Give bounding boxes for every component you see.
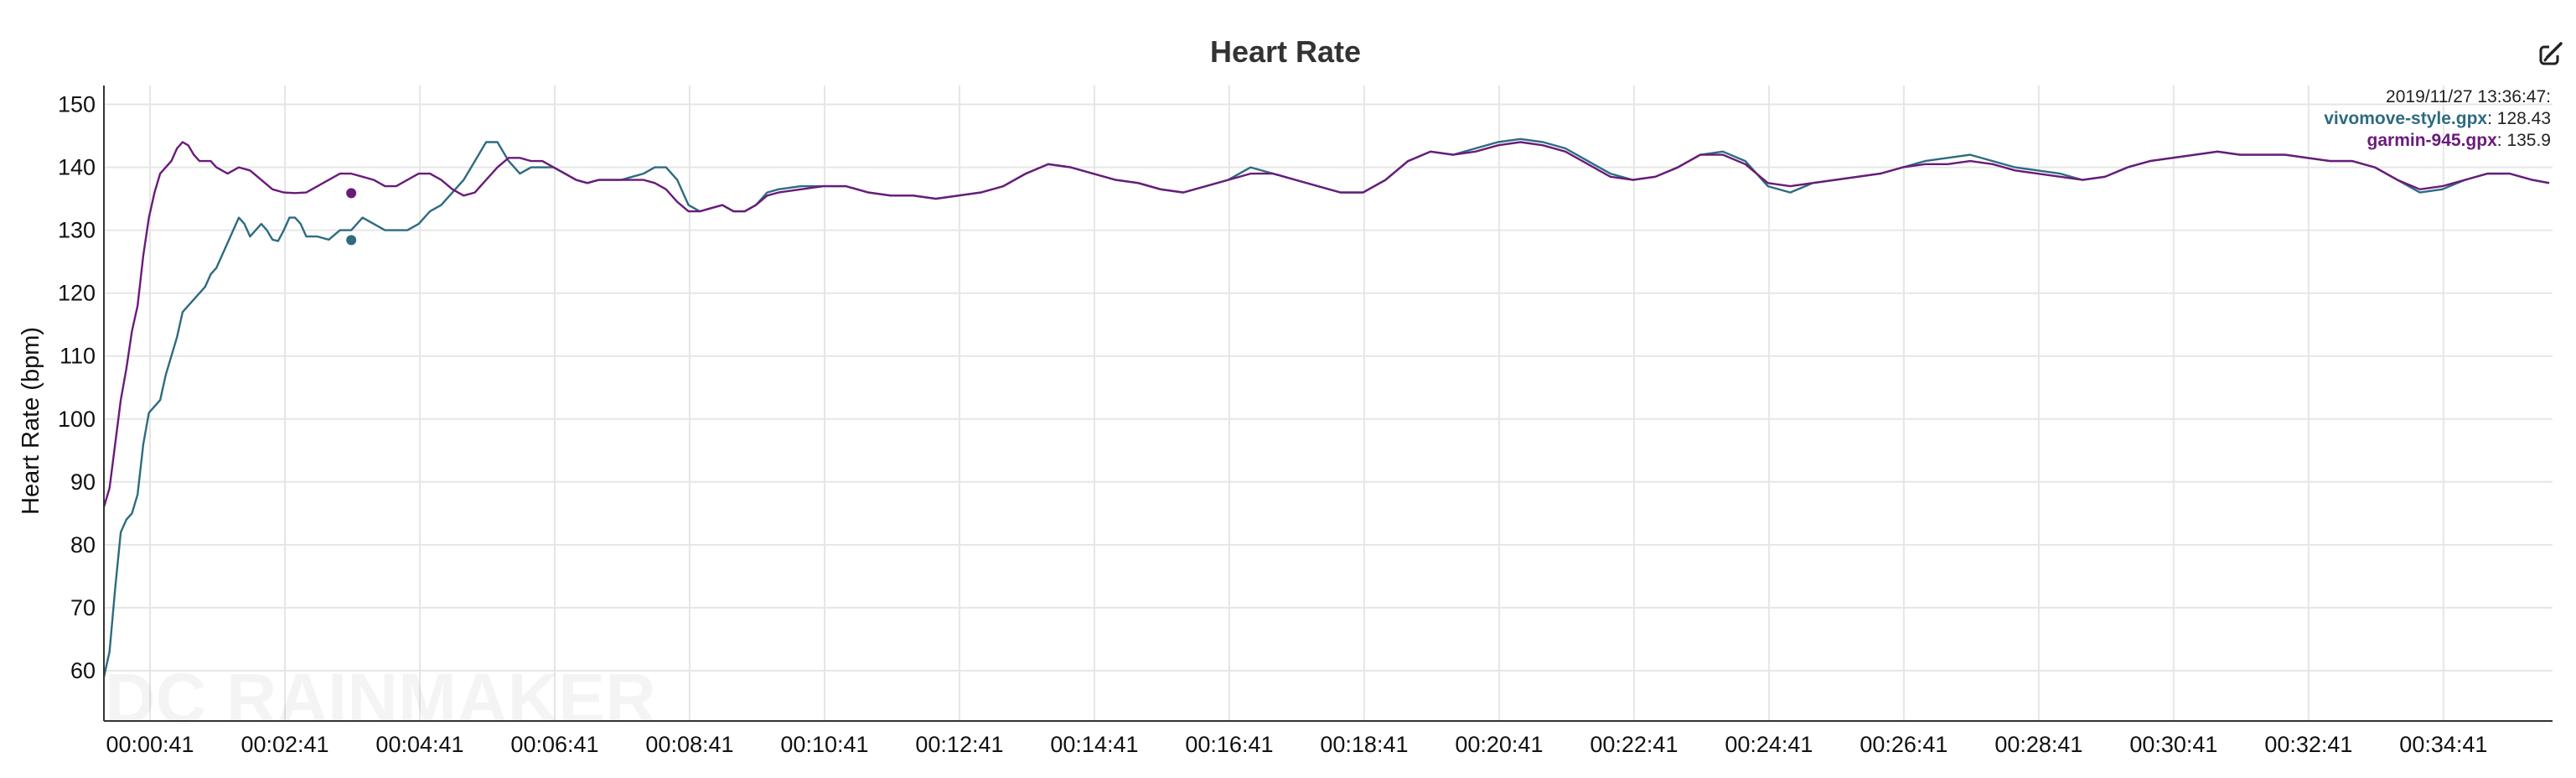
x-tick-label: 00:08:41 xyxy=(645,732,733,757)
x-tick-label: 00:20:41 xyxy=(1455,732,1543,757)
y-tick-label: 100 xyxy=(58,407,96,432)
x-tick-label: 00:34:41 xyxy=(2399,732,2487,757)
x-tick-label: 00:22:41 xyxy=(1590,732,1678,757)
series-layer[interactable] xyxy=(102,137,2550,677)
hover-markers xyxy=(346,188,357,246)
y-tick-label: 120 xyxy=(58,281,96,306)
legend-hover-time: 2019/11/27 13:36:47: xyxy=(2386,87,2551,106)
x-tick-label: 00:12:41 xyxy=(915,732,1003,757)
series-line-0 xyxy=(102,137,2550,677)
watermark: DC RAINMAKER xyxy=(105,659,656,738)
y-tick-label: 60 xyxy=(70,658,96,683)
x-tick-label: 00:04:41 xyxy=(375,732,463,757)
legend-series-value: 135.9 xyxy=(2506,131,2551,150)
y-tick-label: 140 xyxy=(58,155,96,180)
legend-entry-vivomove: vivomove-style.gpx: 128.43 xyxy=(2324,109,2551,128)
x-tick-label: 00:14:41 xyxy=(1050,732,1138,757)
x-gridlines xyxy=(149,86,2444,721)
legend-separator: : xyxy=(2487,109,2497,128)
y-gridlines xyxy=(104,103,2553,672)
x-tick-label: 00:24:41 xyxy=(1725,732,1813,757)
x-tick-label: 00:00:41 xyxy=(106,732,194,757)
legend-separator: : xyxy=(2497,131,2507,150)
y-tick-label: 130 xyxy=(58,218,96,243)
hover-point-0 xyxy=(346,235,357,246)
y-tick-label: 80 xyxy=(70,532,96,558)
x-tick-label: 00:16:41 xyxy=(1185,732,1273,757)
y-tick-label: 70 xyxy=(70,595,96,620)
chart-title: Heart Rate xyxy=(1210,34,1361,69)
series-line-1 xyxy=(102,141,2550,508)
y-tick-label: 150 xyxy=(58,92,96,117)
x-tick-label: 00:32:41 xyxy=(2264,732,2352,757)
legend-series-value: 128.43 xyxy=(2497,109,2551,128)
x-tick-labels: 00:00:41 00:02:41 00:04:41 00:06:41 00:08:41… xyxy=(106,732,2487,757)
legend-series-name: vivomove-style.gpx xyxy=(2324,109,2487,128)
y-tick-label: 90 xyxy=(70,469,96,495)
y-tick-labels: 60 70 80 90 100 110 120 130 140 150 xyxy=(58,92,96,683)
hover-point-1 xyxy=(346,188,357,199)
legend-entry-garmin: garmin-945.gpx: 135.9 xyxy=(2367,131,2551,150)
legend-series-name: garmin-945.gpx xyxy=(2367,131,2498,150)
x-tick-label: 00:10:41 xyxy=(780,732,868,757)
x-tick-label: 00:18:41 xyxy=(1320,732,1408,757)
x-tick-label: 00:06:41 xyxy=(510,732,598,757)
edit-external-icon[interactable] xyxy=(2539,42,2563,65)
x-tick-label: 00:02:41 xyxy=(241,732,328,757)
x-tick-label: 00:26:41 xyxy=(1860,732,1948,757)
y-tick-label: 110 xyxy=(59,344,96,369)
legend: 2019/11/27 13:36:47: vivomove-style.gpx:… xyxy=(2324,87,2551,150)
x-tick-label: 00:28:41 xyxy=(1994,732,2082,757)
x-tick-label: 00:30:41 xyxy=(2129,732,2217,757)
y-axis-title: Heart Rate (bpm) xyxy=(18,327,44,515)
